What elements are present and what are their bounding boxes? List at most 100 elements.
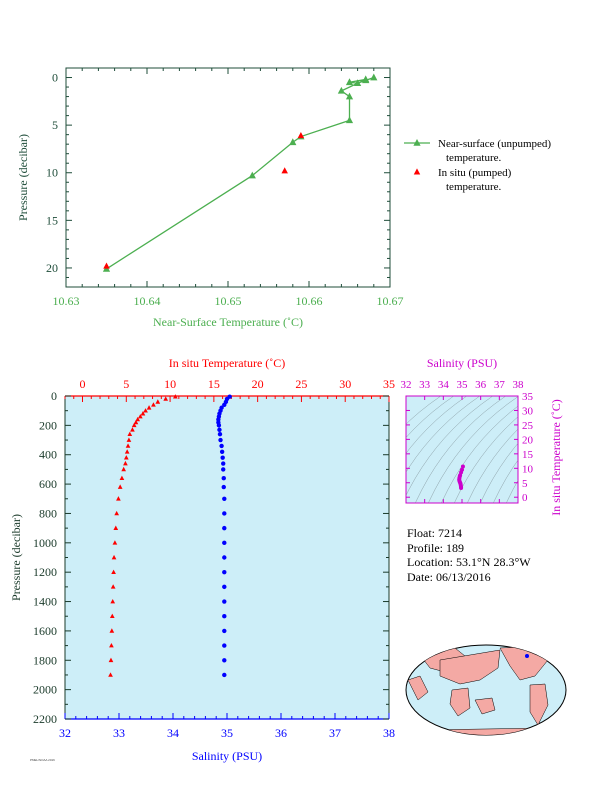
density-contour bbox=[528, 371, 612, 513]
float-id: Float: 7214 bbox=[407, 526, 463, 540]
pressure-tick-label: 1400 bbox=[33, 595, 57, 609]
land-mass bbox=[407, 675, 429, 701]
temperature-point bbox=[114, 510, 120, 516]
pressure-axis-label: Pressure (decibar) bbox=[9, 514, 23, 601]
temperature-point bbox=[163, 396, 169, 401]
salinity-point bbox=[217, 431, 223, 437]
temperature-point bbox=[112, 540, 118, 545]
salinity-tick-label: 36 bbox=[275, 726, 287, 740]
legend-label-in-situ-1: In situ (pumped) bbox=[438, 167, 512, 179]
salinity-tick-label: 37 bbox=[329, 726, 341, 740]
salinity-point bbox=[221, 467, 226, 472]
ts-y-tick-label: 25 bbox=[522, 420, 534, 432]
temperature-point bbox=[123, 455, 129, 460]
ts-y-tick-label: 30 bbox=[522, 405, 534, 417]
land-mass bbox=[439, 649, 501, 685]
profile-chart: 32 33 34 35 36 37 38 0 5 10 15 20 25 30 35 0 200 400 600 80… bbox=[9, 356, 395, 763]
salinity-tick-label: 33 bbox=[113, 726, 125, 740]
salinity-point bbox=[221, 476, 226, 481]
float-location-marker bbox=[525, 654, 529, 658]
density-contour bbox=[406, 396, 494, 496]
temperature-point bbox=[109, 628, 115, 633]
pressure-tick-label: 800 bbox=[39, 506, 57, 520]
pressure-tick-label: 1800 bbox=[33, 653, 57, 667]
salinity-point bbox=[222, 614, 227, 619]
legend-marker-in-situ bbox=[413, 168, 421, 175]
temperature-point bbox=[119, 475, 125, 481]
ts-y-tick-label: 20 bbox=[522, 434, 534, 446]
ts-diagram: 32 33 34 35 36 37 38 0 5 10 15 20 25 30 35 Salinity (PS… bbox=[401, 356, 612, 516]
temperature-point bbox=[123, 460, 128, 466]
density-contour bbox=[441, 405, 518, 503]
density-contour bbox=[406, 396, 455, 438]
density-contour bbox=[454, 416, 518, 503]
plot-frame bbox=[65, 67, 391, 288]
ts-x-axis-label: Salinity (PSU) bbox=[427, 356, 497, 370]
temperature-point bbox=[116, 496, 121, 501]
ts-x-tick-label: 38 bbox=[513, 379, 525, 391]
land-mass bbox=[449, 687, 471, 717]
temperature-point bbox=[124, 449, 130, 454]
pressure-tick-label: 1200 bbox=[33, 565, 57, 579]
pressure-tick-label: 1000 bbox=[33, 536, 57, 550]
salinity-point bbox=[219, 443, 224, 449]
salinity-point bbox=[222, 540, 227, 546]
ts-y-tick-label: 0 bbox=[522, 492, 528, 504]
temperature-point bbox=[130, 427, 135, 432]
density-contour bbox=[467, 428, 518, 503]
temperature-point bbox=[113, 525, 119, 530]
salinity-point bbox=[222, 555, 227, 560]
location: Location: 53.1°N 28.3°W bbox=[407, 555, 531, 569]
ts-x-tick-label: 34 bbox=[438, 379, 450, 391]
salinity-point bbox=[221, 461, 226, 466]
temperature-point bbox=[117, 484, 123, 489]
salinity-point bbox=[222, 402, 227, 408]
near-surface-point bbox=[337, 86, 345, 94]
pressure-tick-label: 200 bbox=[39, 418, 57, 432]
temperature-point bbox=[121, 466, 127, 472]
temperature-tick-label: 20 bbox=[252, 377, 264, 391]
ts-x-tick-label: 35 bbox=[457, 379, 469, 391]
profile-number: Profile: 189 bbox=[407, 540, 464, 555]
temperature-point bbox=[146, 405, 152, 410]
ts-y-tick-label: 5 bbox=[522, 478, 528, 490]
ts-y-axis-label: In situ Temperature (˚C) bbox=[549, 399, 563, 516]
x-axis-label: Near-Surface Temperature (˚C) bbox=[153, 315, 303, 329]
temperature-point bbox=[133, 419, 139, 425]
y-axis-label: Pressure (decibar) bbox=[16, 134, 30, 221]
temperature-tick-label: 35 bbox=[383, 377, 395, 391]
pressure-tick-label: 400 bbox=[39, 448, 57, 462]
temperature-tick-label: 0 bbox=[80, 377, 86, 391]
footer-note: PMEL/NOAA 2016 bbox=[30, 758, 55, 762]
x-tick-label: 10.65 bbox=[215, 294, 242, 308]
salinity-point bbox=[222, 525, 227, 531]
temperature-point bbox=[111, 569, 116, 575]
temperature-point bbox=[126, 437, 132, 442]
temperature-point bbox=[155, 399, 161, 404]
temperature-point bbox=[135, 416, 141, 422]
density-contour bbox=[415, 396, 507, 503]
ts-y-tick-label: 35 bbox=[522, 391, 534, 403]
salinity-tick-label: 35 bbox=[221, 726, 233, 740]
salinity-point bbox=[217, 427, 222, 432]
temperature-tick-label: 15 bbox=[208, 377, 220, 391]
density-contour bbox=[406, 396, 468, 454]
density-contour bbox=[493, 459, 518, 503]
x-tick-label: 10.67 bbox=[377, 294, 404, 308]
salinity-point bbox=[221, 484, 226, 490]
float-info-panel: Float: 7214 Profile: 189 Location: 53.1°… bbox=[407, 526, 531, 584]
temperature-tick-label: 30 bbox=[339, 377, 351, 391]
temperature-point bbox=[110, 598, 116, 604]
temperature-tick-label: 10 bbox=[164, 377, 176, 391]
salinity-point bbox=[222, 658, 227, 663]
x-tick-label: 10.64 bbox=[134, 294, 161, 308]
ts-y-tick-label: 15 bbox=[522, 449, 534, 461]
world-map bbox=[405, 644, 567, 736]
ts-x-tick-label: 33 bbox=[419, 379, 431, 391]
near-surface-point bbox=[354, 79, 362, 87]
salinity-point bbox=[222, 672, 227, 678]
ts-x-tick-label: 36 bbox=[475, 379, 487, 391]
density-contours bbox=[406, 371, 612, 513]
temperature-axis-label: In situ Temperature (˚C) bbox=[169, 356, 286, 370]
